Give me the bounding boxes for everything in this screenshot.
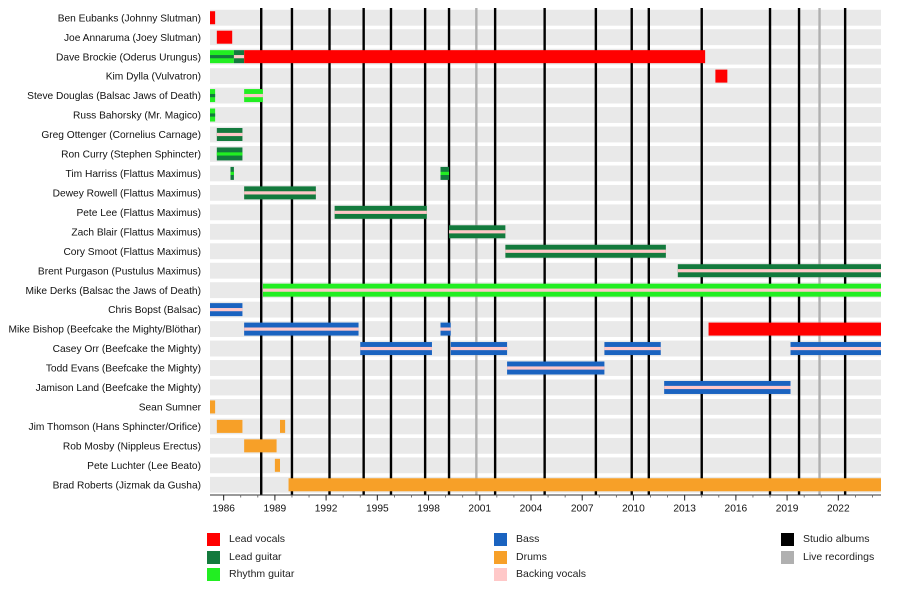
bar-inner-backing_vocals bbox=[604, 346, 661, 351]
bar-inner-backing_vocals bbox=[334, 210, 427, 214]
member-label: Ben Eubanks (Johnny Slutman) bbox=[58, 13, 201, 24]
x-tick-label: 2007 bbox=[571, 504, 594, 515]
member-label: Rob Mosby (Nippleus Erectus) bbox=[63, 441, 201, 452]
x-tick-label: 2013 bbox=[673, 504, 696, 515]
legend-swatch-bass bbox=[494, 533, 507, 546]
member-label: Dave Brockie (Oderus Urungus) bbox=[56, 52, 201, 63]
legend-label-backing_vocals: Backing vocals bbox=[516, 568, 587, 580]
member-label: Joe Annaruma (Joey Slutman) bbox=[64, 33, 201, 44]
bar-inner-backing_vocals bbox=[233, 55, 245, 59]
x-tick-label: 1986 bbox=[212, 504, 235, 515]
member-label: Steve Douglas (Balsac Jaws of Death) bbox=[27, 91, 201, 102]
bar-inner-backing_vocals bbox=[262, 288, 882, 292]
legend-label-rhythm_guitar: Rhythm guitar bbox=[229, 568, 295, 580]
member-label: Russ Bahorsky (Mr. Magico) bbox=[73, 111, 201, 122]
x-tick-label: 1995 bbox=[366, 504, 389, 515]
legend-label-lead_vocals: Lead vocals bbox=[229, 533, 286, 545]
member-label: Jim Thomson (Hans Sphincter/Orifice) bbox=[29, 422, 202, 433]
legend-swatch-lead_vocals bbox=[207, 533, 220, 546]
bar-inner-backing_vocals bbox=[360, 346, 432, 351]
bar-inner-backing_vocals bbox=[216, 132, 243, 137]
bar-inner-rhythm_guitar bbox=[216, 152, 243, 156]
bar-drums bbox=[288, 478, 881, 492]
legend-swatch-studio bbox=[781, 533, 794, 546]
bar-inner-backing_vocals bbox=[677, 269, 881, 273]
x-tick-label: 2004 bbox=[520, 504, 543, 515]
member-label: Casey Orr (Beefcake the Mighty) bbox=[53, 344, 201, 355]
legend-label-lead_guitar: Lead guitar bbox=[229, 550, 282, 563]
member-label: Chris Bopst (Balsac) bbox=[108, 305, 201, 316]
member-label: Greg Ottenger (Cornelius Carnage) bbox=[41, 130, 201, 141]
bar-lead_vocals bbox=[216, 30, 233, 44]
bar-inner-backing_vocals bbox=[244, 93, 263, 98]
member-label: Ron Curry (Stephen Sphincter) bbox=[61, 150, 201, 161]
member-label: Mike Derks (Balsac the Jaws of Death) bbox=[25, 286, 201, 297]
member-label: Kim Dylla (Vulvatron) bbox=[106, 72, 201, 83]
member-label: Sean Sumner bbox=[139, 403, 202, 414]
member-label: Zach Blair (Flattus Maximus) bbox=[71, 227, 201, 238]
bar-lead_vocals bbox=[715, 69, 728, 83]
legend-label-drums: Drums bbox=[516, 550, 547, 563]
x-tick-label: 2010 bbox=[622, 504, 645, 515]
bar-inner-backing_vocals bbox=[244, 327, 359, 331]
x-tick-label: 1992 bbox=[315, 504, 338, 515]
member-label: Brent Purgason (Pustulus Maximus) bbox=[38, 266, 201, 277]
bar-drums bbox=[216, 419, 243, 433]
bar-inner-rhythm_guitar bbox=[440, 171, 450, 176]
legend-swatch-backing_vocals bbox=[494, 568, 507, 581]
bar-inner-lead_guitar bbox=[210, 113, 216, 117]
x-tick-label: 1989 bbox=[264, 504, 287, 515]
bar-inner-backing_vocals bbox=[210, 308, 243, 312]
bar-inner-backing_vocals bbox=[507, 366, 605, 370]
legend-swatch-live bbox=[781, 550, 794, 564]
legend-swatch-drums bbox=[494, 550, 507, 564]
legend-label-live: Live recordings bbox=[803, 550, 875, 563]
bar-drums bbox=[244, 439, 277, 453]
member-label: Tim Harriss (Flattus Maximus) bbox=[66, 169, 201, 180]
bar-drums bbox=[280, 419, 286, 433]
legend-label-studio: Studio albums bbox=[803, 533, 870, 545]
x-tick-label: 2016 bbox=[725, 504, 748, 515]
x-tick-label: 2019 bbox=[776, 504, 799, 515]
bar-inner-backing_vocals bbox=[244, 191, 316, 195]
bar-inner-rhythm_guitar bbox=[230, 171, 234, 176]
member-label: Pete Lee (Flattus Maximus) bbox=[76, 208, 201, 219]
x-tick-label: 2001 bbox=[468, 504, 491, 515]
bar-inner-backing_vocals bbox=[505, 249, 666, 253]
bar-inner-backing_vocals bbox=[440, 327, 451, 331]
x-tick-label: 1998 bbox=[417, 504, 440, 515]
legend-label-bass: Bass bbox=[516, 533, 540, 545]
bar-inner-backing_vocals bbox=[450, 346, 508, 351]
bar-inner-backing_vocals bbox=[790, 346, 881, 351]
bar-inner-backing_vocals bbox=[449, 230, 506, 234]
bar-drums bbox=[210, 400, 216, 414]
bar-inner-backing_vocals bbox=[664, 385, 791, 390]
member-label: Brad Roberts (Jizmak da Gusha) bbox=[53, 480, 201, 491]
bar-inner-lead_guitar bbox=[210, 93, 216, 98]
bar-lead_vocals bbox=[708, 322, 881, 336]
bar-lead_vocals bbox=[210, 11, 216, 25]
member-label: Mike Bishop (Beefcake the Mighty/Blöthar… bbox=[8, 325, 201, 336]
bar-lead_vocals bbox=[244, 50, 706, 64]
x-tick-label: 2022 bbox=[827, 504, 850, 515]
legend-swatch-lead_guitar bbox=[207, 550, 220, 564]
bar-drums bbox=[274, 458, 281, 472]
legend-swatch-rhythm_guitar bbox=[207, 568, 220, 581]
member-label: Jamison Land (Beefcake the Mighty) bbox=[36, 383, 201, 394]
bar-inner-lead_guitar bbox=[210, 55, 234, 59]
member-label: Pete Luchter (Lee Beato) bbox=[87, 461, 201, 472]
member-label: Dewey Rowell (Flattus Maximus) bbox=[53, 188, 201, 199]
member-label: Todd Evans (Beefcake the Mighty) bbox=[46, 364, 201, 375]
member-label: Cory Smoot (Flattus Maximus) bbox=[63, 247, 201, 258]
